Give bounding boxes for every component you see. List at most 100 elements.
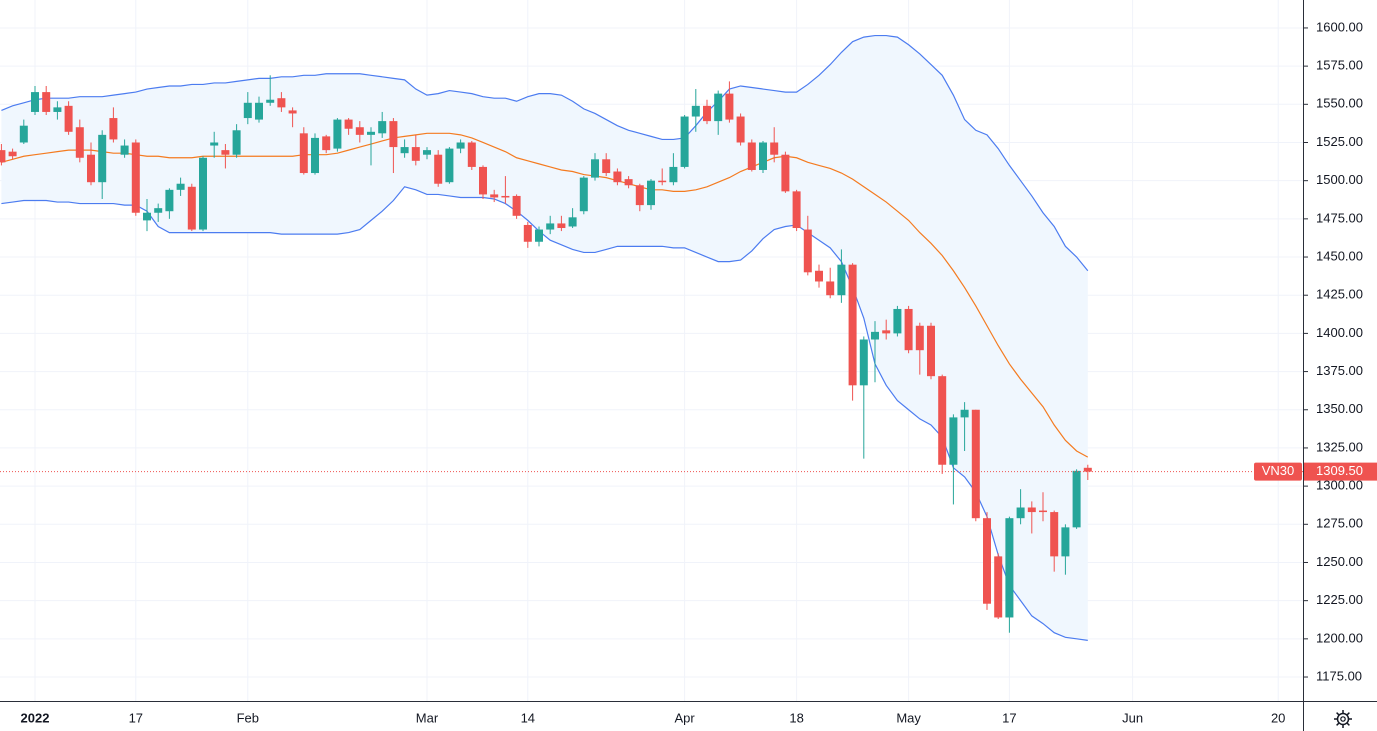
- candle-body: [983, 518, 991, 604]
- candle-body: [960, 409, 969, 418]
- candle-body: [266, 99, 275, 103]
- candle-body: [635, 185, 644, 206]
- band-line: [1, 186, 1088, 641]
- layer: 1175.00 1200.00 1225.00 1250.00 1275.00 1300.…: [0, 19, 1377, 725]
- candle-body: [691, 105, 700, 117]
- gear-ring: [1336, 712, 1350, 726]
- candle-body: [557, 223, 566, 229]
- y-tick-label: 1475.00: [1316, 210, 1363, 225]
- candle-body: [277, 98, 286, 108]
- candle-body: [859, 339, 868, 386]
- x-tick-label: 18: [789, 710, 803, 725]
- candle-body: [579, 177, 588, 212]
- layer: [0, 0, 1303, 701]
- candle-body: [815, 270, 823, 282]
- gear-teeth: [1334, 710, 1352, 728]
- candle-body: [792, 191, 801, 229]
- y-tick-label: 1175.00: [1316, 668, 1362, 683]
- candle-body: [187, 186, 196, 230]
- candle-body: [848, 264, 857, 386]
- candle-body: [826, 281, 835, 296]
- gear-center: [1340, 716, 1346, 722]
- candle-body: [703, 105, 711, 122]
- candle-body: [143, 212, 151, 221]
- candle-body: [915, 325, 924, 351]
- x-tick-label: 17: [129, 710, 143, 725]
- x-tick-label: 20: [1271, 710, 1285, 725]
- candle-body: [904, 308, 913, 351]
- candle-body: [714, 93, 723, 122]
- candle-body: [1083, 467, 1092, 472]
- x-tick-label: Feb: [237, 710, 259, 725]
- candle-body: [759, 142, 767, 170]
- candle-body: [344, 119, 353, 129]
- x-tick-label: 2022: [21, 710, 50, 725]
- candle-body: [602, 159, 611, 174]
- candle-body: [1005, 518, 1014, 618]
- candle-body: [747, 142, 756, 170]
- last-price-label: 1309.50: [1316, 463, 1363, 478]
- x-tick-label: Apr: [674, 710, 695, 725]
- candle-body: [1072, 470, 1081, 528]
- candle-body: [490, 194, 499, 198]
- candle-body: [927, 325, 935, 377]
- candle-body: [8, 151, 17, 157]
- candle-body: [647, 180, 655, 206]
- x-tick-label: 17: [1002, 710, 1016, 725]
- candle-body: [1016, 507, 1025, 519]
- x-tick-label: May: [896, 710, 921, 725]
- y-tick-label: 1550.00: [1316, 96, 1363, 111]
- candle-body: [456, 142, 465, 149]
- y-tick-label: 1200.00: [1316, 630, 1363, 645]
- candle-body: [624, 179, 633, 186]
- candle-body: [591, 159, 599, 178]
- y-tick-label: 1500.00: [1316, 172, 1363, 187]
- candle-body: [1027, 507, 1036, 513]
- candle-body: [232, 130, 241, 155]
- candle-body: [87, 154, 95, 183]
- band-line: [1, 34, 1089, 272]
- candle-body: [423, 150, 431, 155]
- candle-body: [64, 105, 73, 132]
- candle-body: [165, 189, 174, 212]
- candle-body: [871, 331, 879, 340]
- candle-body: [669, 166, 678, 183]
- candle-body: [994, 556, 1003, 618]
- x-tick-label: Mar: [416, 710, 439, 725]
- band-fill: [1, 35, 1088, 641]
- candle-body: [42, 92, 51, 112]
- candle-body: [1050, 512, 1059, 557]
- settings-icon[interactable]: [1334, 710, 1352, 728]
- candle-body: [512, 195, 521, 216]
- x-tick-label: Jun: [1122, 710, 1143, 725]
- candle-body: [882, 330, 891, 334]
- y-tick-label: 1350.00: [1316, 401, 1363, 416]
- candle-body: [837, 264, 846, 296]
- candle-body: [243, 102, 252, 119]
- y-tick-label: 1425.00: [1316, 287, 1363, 302]
- x-tick-label: 14: [521, 710, 535, 725]
- layer: [0, 34, 1092, 641]
- candle-body: [0, 150, 6, 163]
- candle-body: [445, 148, 454, 183]
- candle-body: [221, 150, 230, 155]
- last-price-badge: [1304, 462, 1377, 481]
- y-tick-label: 1600.00: [1316, 19, 1363, 34]
- candle-body: [971, 409, 980, 519]
- candle-body: [333, 119, 342, 149]
- candle-body: [131, 142, 140, 213]
- candle-body: [389, 121, 398, 148]
- candle-body: [322, 136, 331, 151]
- candle-body: [770, 142, 779, 155]
- band-line: [1, 132, 1089, 458]
- candle-body: [109, 118, 118, 140]
- candle-body: [434, 154, 443, 184]
- y-tick-label: 1375.00: [1316, 363, 1363, 378]
- candle-body: [781, 154, 790, 192]
- candle-body: [199, 157, 207, 230]
- candle-body: [154, 208, 163, 213]
- candle-body: [400, 147, 409, 154]
- candle-body: [613, 171, 622, 183]
